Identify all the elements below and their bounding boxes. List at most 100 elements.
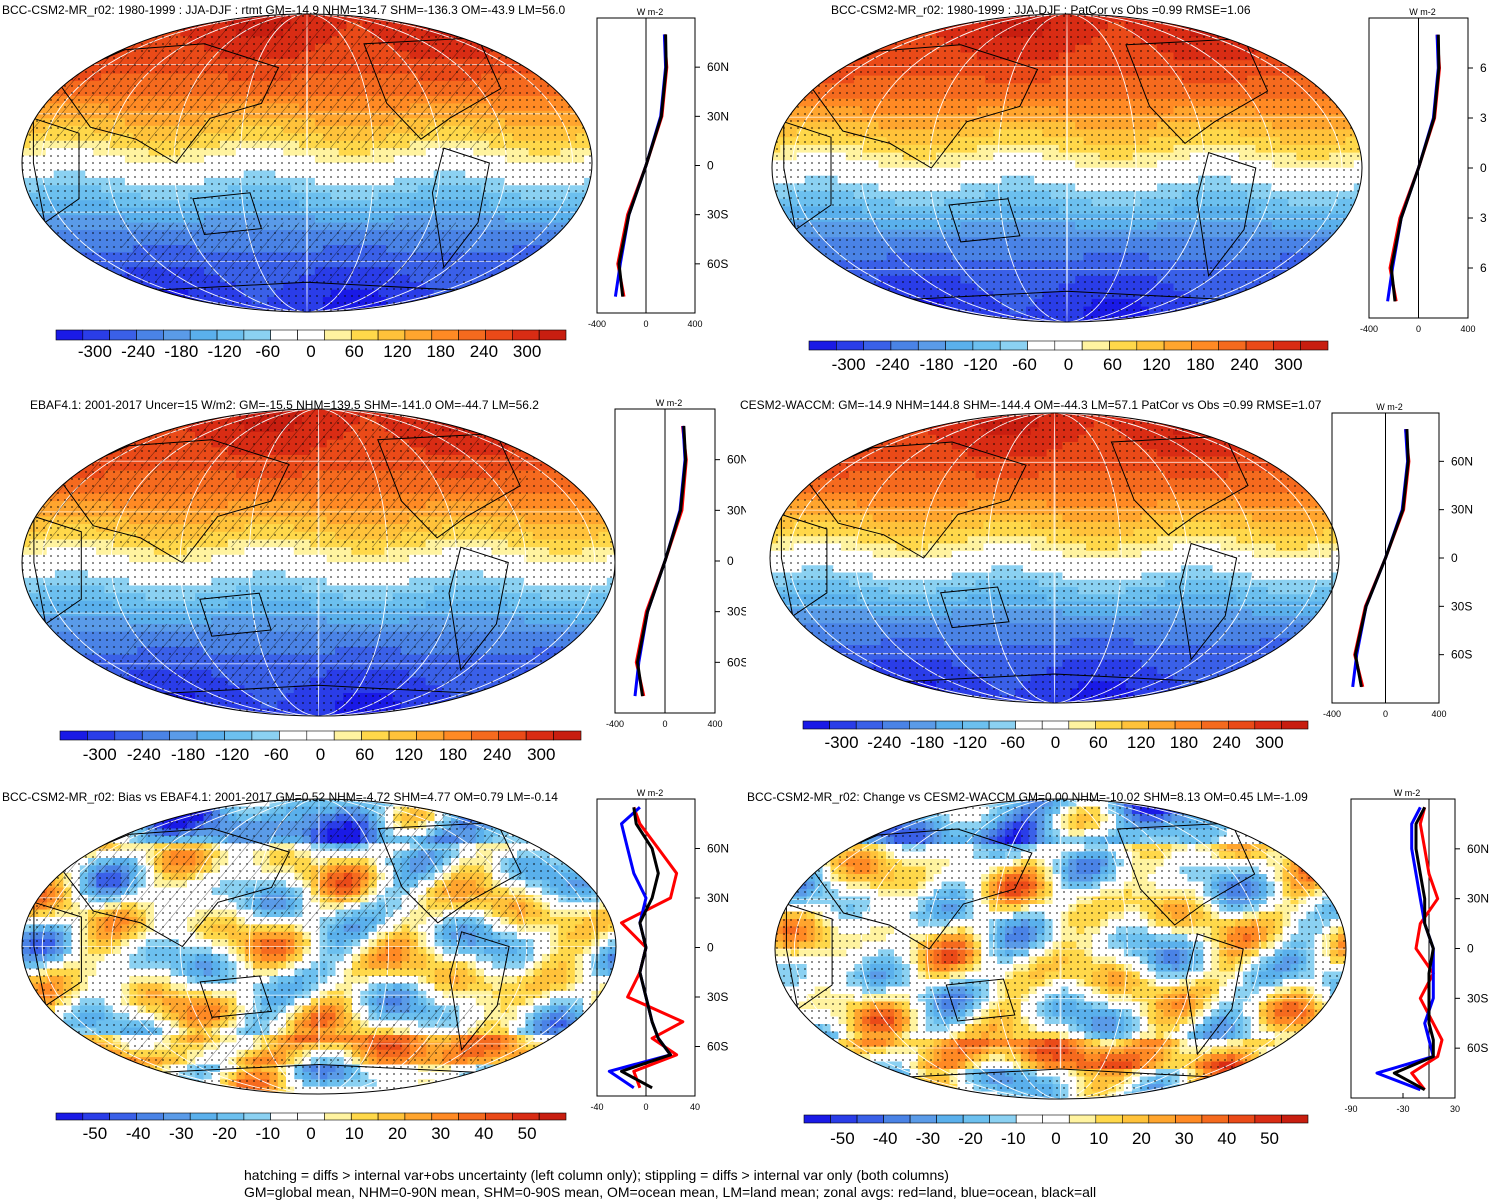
coast-eurasia (55, 43, 280, 164)
colorbar: -50 -40 -30 -20 -10 0 10 20 30 40 50 (55, 1112, 567, 1143)
lat-tick-label: 60N (1451, 454, 1473, 468)
coast-south-america (1185, 933, 1244, 1056)
coast-africa (785, 903, 833, 1010)
colorbar-box (189, 329, 218, 341)
colorbar-box (836, 340, 864, 351)
colorbar-label: -10 (1001, 1129, 1026, 1148)
coast-africa (33, 515, 82, 625)
map-border (771, 13, 1363, 323)
colorbar-label: 300 (1274, 355, 1302, 374)
zonal-series-blue (1351, 429, 1410, 688)
map-border (774, 798, 1347, 1100)
colorbar-label: 240 (1212, 733, 1240, 752)
zonal-series-black (1389, 34, 1441, 302)
colorbar-box (109, 1112, 137, 1121)
colorbar-box (169, 730, 198, 741)
colorbar-box (251, 730, 280, 741)
lat-tick-label: 6 (1480, 261, 1487, 275)
x-tick-label: 30 (1450, 1104, 1460, 1114)
colorbar-box (109, 329, 137, 341)
coast-eurasia (56, 439, 290, 564)
colorbar-box (163, 1112, 191, 1121)
colorbar-box (458, 1112, 486, 1121)
map-field (22, 14, 592, 312)
coast-south-america (431, 147, 490, 269)
x-tick-label: 400 (687, 319, 702, 329)
colorbar-box (333, 730, 362, 741)
x-tick-label: -400 (606, 719, 624, 729)
lat-tick-label: 30N (727, 503, 746, 517)
colorbar-label: 60 (1103, 355, 1122, 374)
panel-title: EBAF4.1: 2001-2017 Uncer=15 W/m2: GM=-15… (30, 398, 539, 412)
colorbar-box (1054, 340, 1083, 351)
colorbar-label: 0 (306, 342, 315, 361)
colorbar-label: 40 (474, 1124, 493, 1143)
coast-eurasia (806, 44, 1039, 169)
x-tick-label: 0 (643, 319, 648, 329)
colorbar-label: -300 (832, 355, 866, 374)
x-tick-label: -400 (1323, 709, 1341, 719)
colorbar-box (962, 720, 990, 730)
colorbar-label: -240 (121, 342, 155, 361)
zonal-series-blue (613, 34, 668, 297)
colorbar-box (830, 1114, 858, 1124)
units-label: W m-2 (1409, 7, 1436, 17)
colorbar-box (189, 1112, 218, 1121)
colorbar-box (350, 1112, 379, 1121)
x-tick-label: -400 (588, 319, 606, 329)
map-field (22, 799, 616, 1094)
map-field (775, 799, 1346, 1099)
colorbar-label: 0 (306, 1124, 315, 1143)
x-tick-label: 0 (1383, 709, 1388, 719)
coast-africa (783, 121, 832, 231)
colorbar-box (1121, 1114, 1150, 1124)
colorbar-box (55, 1112, 84, 1121)
x-tick-label: 400 (1431, 709, 1446, 719)
colorbar-label: 120 (1142, 355, 1170, 374)
lat-tick-label: 60S (707, 257, 728, 271)
colorbar-box (863, 340, 892, 351)
colorbar-box (945, 340, 974, 351)
zonal-series-red (1410, 806, 1444, 1091)
colorbar-box (1245, 340, 1274, 351)
colorbar-box (270, 329, 298, 341)
lat-tick-label: 60S (727, 655, 746, 669)
colorbar-box (142, 730, 171, 741)
coast-australia (948, 198, 1021, 243)
colorbar-label: -120 (208, 342, 242, 361)
colorbar-label: 0 (1064, 355, 1073, 374)
coast-africa (32, 117, 80, 224)
zonal-plot: -40 0 40 60N 30N 0 30S 60S W m-2 (590, 788, 729, 1112)
coast-eurasia (56, 827, 291, 948)
colorbar-box (361, 730, 390, 741)
colorbar-box (216, 1112, 245, 1121)
colorbar-box (350, 329, 379, 341)
colorbar-box (1227, 720, 1256, 730)
colorbar-box (1228, 1114, 1256, 1124)
colorbar-box (224, 730, 253, 741)
lat-tick-label: 60N (707, 842, 729, 856)
map-field (22, 409, 615, 716)
colorbar-box (388, 730, 417, 741)
colorbar-box (1068, 720, 1096, 730)
zonal-series-red (616, 34, 669, 297)
lat-tick-label: 30N (1451, 503, 1473, 517)
zonal-plot: -400 0 400 60N 30N 0 30S 60S W m-2 (606, 398, 749, 729)
panel-rtmt-bcc: BCC-CSM2-MR_r02: 1980-1999 : JJA-DJF : r… (0, 0, 746, 385)
colorbar-box (1281, 720, 1309, 730)
colorbar: -300 -240 -180 -120 -60 0 60 120 180 240 300 (59, 730, 582, 764)
colorbar-box (1191, 340, 1219, 351)
panel-change: BCC-CSM2-MR_r02: Change vs CESM2-WACCM G… (747, 785, 1493, 1170)
colorbar-label: 240 (483, 745, 511, 764)
colorbar-box (82, 329, 110, 341)
lat-tick-label: 30N (1467, 892, 1489, 906)
colorbar-box (1042, 1114, 1070, 1124)
colorbar-label: -120 (215, 745, 249, 764)
colorbar-box (377, 1112, 406, 1121)
colorbar-box (808, 340, 837, 351)
colorbar-label: -60 (1000, 733, 1025, 752)
colorbar-box (511, 1112, 540, 1121)
colorbar-label: -180 (171, 745, 205, 764)
colorbar-box (1068, 1114, 1097, 1124)
colorbar-box (525, 730, 554, 741)
